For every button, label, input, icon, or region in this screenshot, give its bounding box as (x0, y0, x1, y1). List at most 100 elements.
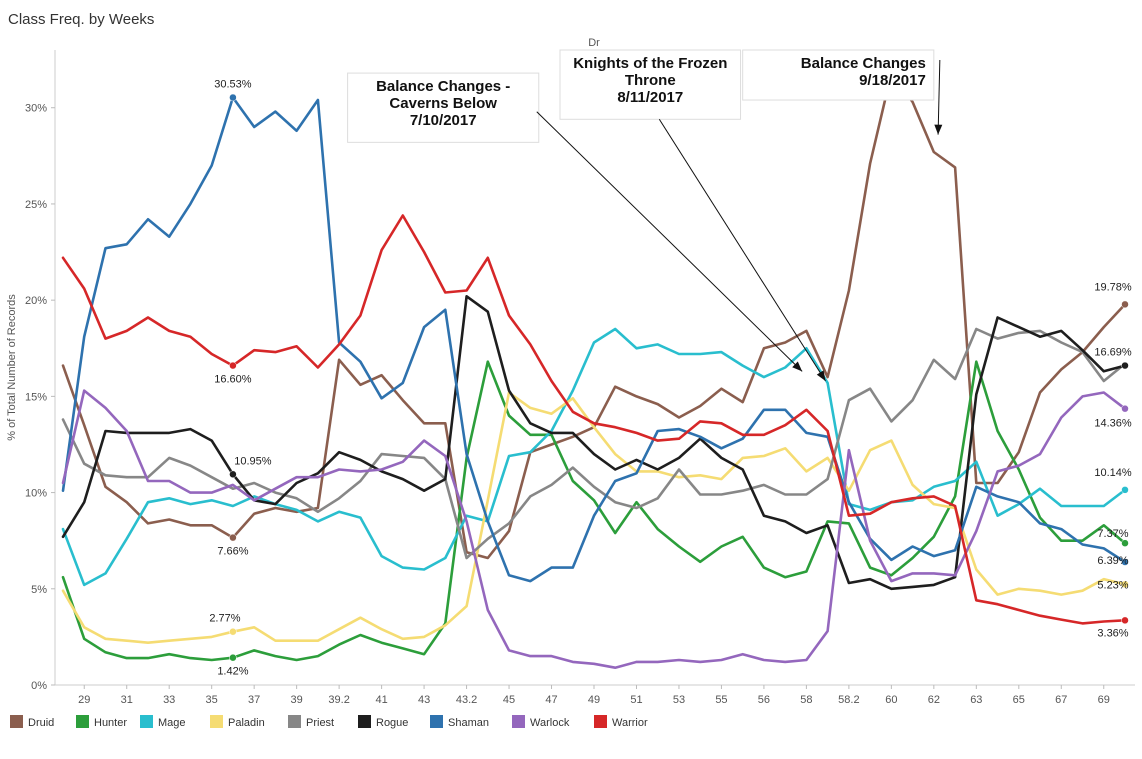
point-marker-hunter (229, 653, 237, 662)
series-lines (61, 71, 1127, 669)
x-tick-label: 56 (758, 694, 770, 706)
legend-label-warrior: Warrior (612, 717, 648, 729)
series-line-mage (61, 327, 1127, 587)
chart-title: Class Freq. by Weeks (8, 11, 154, 28)
annotation-text: Throne (625, 72, 676, 89)
x-tick-label: 39.2 (328, 694, 349, 706)
data-label-warlock: 14.36% (1094, 418, 1132, 430)
y-tick-label: 10% (25, 488, 47, 500)
annotation-box (559, 49, 742, 120)
x-tick-label: 35 (206, 694, 218, 706)
data-label-warrior: 16.60% (214, 374, 252, 386)
point-marker-mage (1121, 486, 1129, 494)
point-marker-warrior (1121, 616, 1129, 625)
x-tick-label: 29 (78, 694, 90, 706)
series-line-priest (61, 327, 1127, 560)
x-tick-label: 43.2 (456, 694, 477, 706)
annotation-box (742, 49, 935, 101)
x-tick-label: 43 (418, 694, 430, 706)
x-tick-label: 31 (121, 694, 133, 706)
x-tick-label: 41 (375, 694, 387, 706)
x-tick-label: 60 (885, 694, 897, 706)
x-tick-label: 69 (1098, 694, 1110, 706)
legend-label-paladin: Paladin (228, 717, 265, 729)
data-label-hunter: 1.42% (217, 666, 248, 678)
data-label-shaman: 30.53% (214, 79, 252, 91)
annotation-text: Knights of the Frozen (573, 55, 727, 72)
annotation-text: Balance Changes - (376, 78, 510, 95)
x-tick-label: 58 (800, 694, 812, 706)
x-tick-label: 37 (248, 694, 260, 706)
point-marker-paladin (229, 627, 237, 636)
legend-label-shaman: Shaman (448, 717, 489, 729)
series-line-warrior (61, 214, 1127, 625)
x-tick-label: 62 (928, 694, 940, 706)
legend-label-hunter: Hunter (94, 717, 127, 729)
x-tick-label: 33 (163, 694, 175, 706)
point-marker-shaman (229, 93, 237, 102)
legend-swatch-mage (140, 715, 153, 728)
x-tick-label: 67 (1055, 694, 1067, 706)
data-label-rogue: 10.95% (234, 455, 272, 467)
legend: Druid Hunter Mage Paladin Priest Rogue Shaman W… (10, 715, 648, 729)
annotation-text: 9/18/2017 (859, 72, 926, 89)
legend-swatch-paladin (210, 715, 223, 728)
annotation-arrow (937, 59, 941, 135)
point-marker-rogue (1121, 361, 1129, 370)
legend-label-warlock: Warlock (530, 717, 570, 729)
legend-label-mage: Mage (158, 717, 186, 729)
legend-swatch-warlock (512, 715, 525, 728)
legend-label-druid: Druid (28, 717, 54, 729)
point-marker-druid (229, 533, 237, 542)
point-marker-hunter (1121, 539, 1129, 547)
data-label-shaman: 6.39% (1097, 555, 1128, 567)
x-tick-label: 53 (673, 694, 685, 706)
data-label-hunter: 7.37% (1097, 528, 1128, 540)
y-tick-label: 30% (25, 103, 47, 115)
point-marker-rogue (229, 470, 237, 479)
data-label-warrior: 3.36% (1097, 627, 1128, 639)
data-label-mage: 10.14% (1094, 467, 1132, 479)
y-tick-label: 5% (31, 584, 47, 596)
series-line-hunter (61, 360, 1127, 662)
annotation-text: Balance Changes (801, 55, 926, 72)
annotation-arrowhead (792, 361, 803, 372)
point-marker-warrior (229, 361, 237, 370)
data-label-druid: 19.78% (1094, 281, 1132, 293)
legend-label-rogue: Rogue (376, 717, 408, 729)
annotation-arrowhead (816, 370, 826, 381)
y-tick-label: 0% (31, 680, 47, 692)
data-label-paladin: 5.23% (1097, 579, 1128, 591)
axes: 0% 5% 10% 15% 20% 25% 30% 29 31 33 35 37 39 39.2 41 43 4… (25, 50, 1135, 706)
legend-swatch-hunter (76, 715, 89, 728)
point-marker-shaman (1121, 558, 1129, 566)
annotation-arrowhead (934, 124, 943, 135)
x-tick-label: 45 (503, 694, 515, 706)
legend-swatch-priest (288, 715, 301, 728)
x-tick-label: 65 (1013, 694, 1025, 706)
series-line-rogue (61, 295, 1127, 591)
legend-swatch-rogue (358, 715, 371, 728)
point-marker-paladin (1121, 580, 1129, 589)
series-line-shaman (61, 96, 1127, 583)
column-header: Dr (588, 37, 600, 49)
series-line-paladin (61, 391, 1127, 644)
series-line-warlock (61, 389, 1127, 669)
legend-swatch-druid (10, 715, 23, 728)
data-label-paladin: 2.77% (209, 613, 240, 625)
x-tick-label: 39 (291, 694, 303, 706)
x-tick-label: 55 (715, 694, 727, 706)
annotation-text: 7/10/2017 (410, 112, 477, 129)
y-tick-label: 20% (25, 295, 47, 307)
annotation-text: 8/11/2017 (617, 89, 683, 106)
x-tick-label: 58.2 (838, 694, 859, 706)
x-tick-label: 49 (588, 694, 600, 706)
annotation-arrow (536, 111, 803, 372)
y-axis-label: % of Total Number of Records (6, 294, 18, 441)
legend-swatch-warrior (594, 715, 607, 728)
annotation-box (347, 72, 540, 143)
point-marker-druid (1121, 300, 1129, 309)
x-tick-label: 51 (630, 694, 642, 706)
